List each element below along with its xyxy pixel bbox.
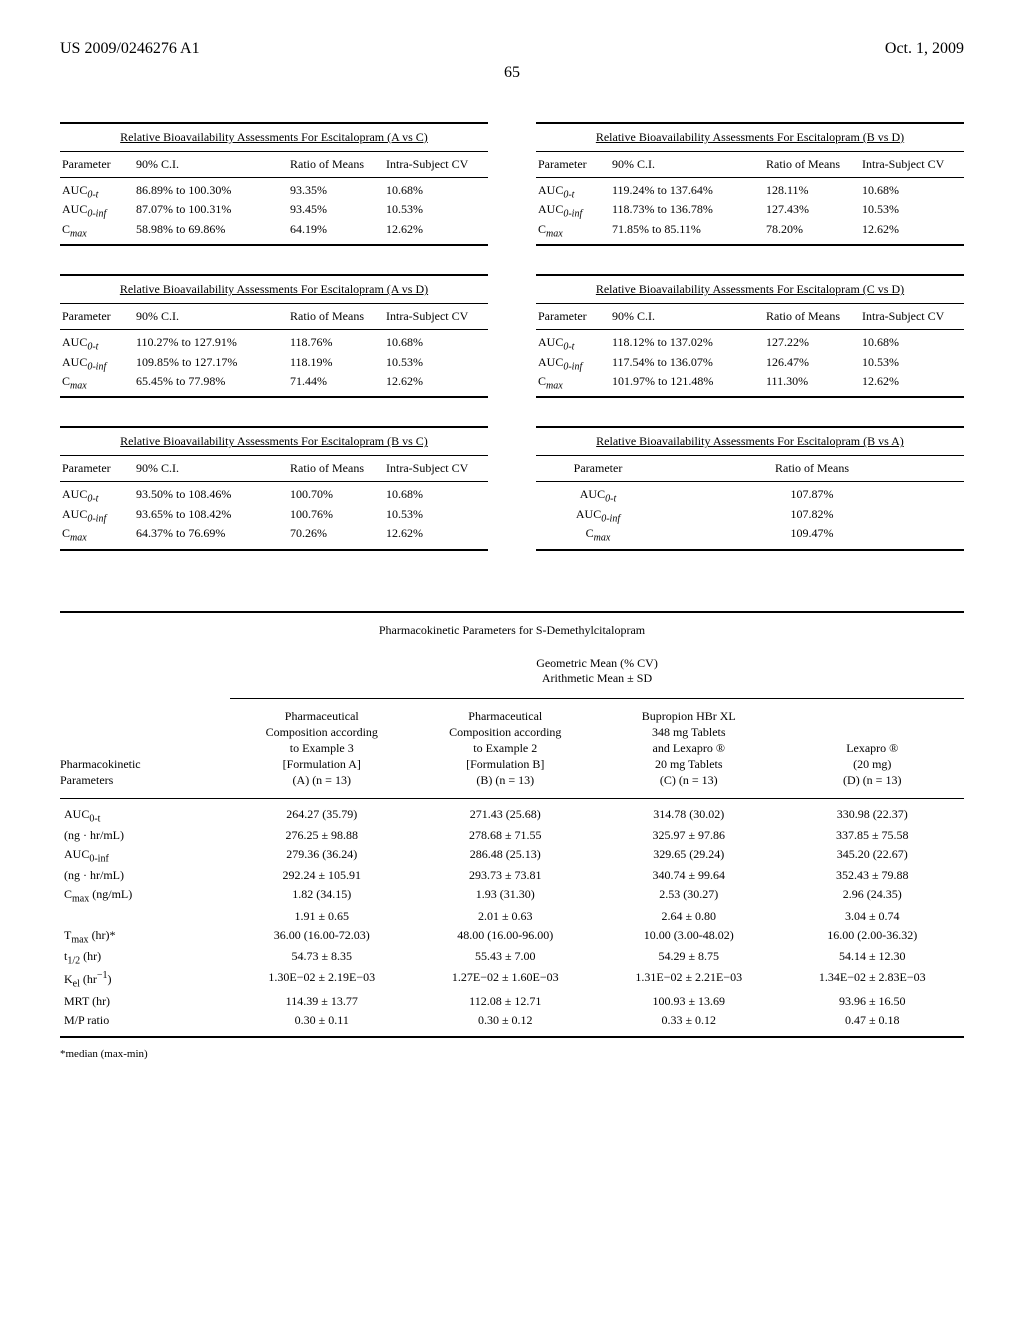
page-header: US 2009/0246276 A1 Oct. 1, 2009	[60, 40, 964, 58]
table-header-row: Parameter90% C.I.Ratio of MeansIntra-Sub…	[536, 151, 964, 178]
table-header-row: Parameter90% C.I.Ratio of MeansIntra-Sub…	[60, 455, 488, 482]
pk-col-head: Lexapro ®(20 mg)(D) (n = 13)	[781, 709, 965, 788]
table-row: AUC0-inf279.36 (36.24)286.48 (25.13)329.…	[60, 845, 964, 866]
bio-table-avd: Relative Bioavailability Assessments For…	[60, 274, 488, 398]
bio-table-cvd: Relative Bioavailability Assessments For…	[536, 274, 964, 398]
table-row: AUC0-t93.50% to 108.46%100.70%10.68%	[60, 486, 488, 505]
table-caption: Relative Bioavailability Assessments For…	[536, 124, 964, 151]
table-header-row: Parameter90% C.I.Ratio of MeansIntra-Sub…	[60, 303, 488, 330]
table-caption: Relative Bioavailability Assessments For…	[536, 428, 964, 455]
table-row: AUC0-t119.24% to 137.64%128.11%10.68%	[536, 182, 964, 201]
table-row: 1.91 ± 0.652.01 ± 0.632.64 ± 0.803.04 ± …	[60, 907, 964, 926]
table-caption: Relative Bioavailability Assessments For…	[60, 276, 488, 303]
pk-body: AUC0-t264.27 (35.79)271.43 (25.68)314.78…	[60, 799, 964, 1036]
pk-subhead: Geometric Mean (% CV) Arithmetic Mean ± …	[230, 656, 964, 699]
doc-number: US 2009/0246276 A1	[60, 40, 200, 58]
table-row: AUC0-inf117.54% to 136.07%126.47%10.53%	[536, 354, 964, 373]
table-row: Cmax58.98% to 69.86%64.19%12.62%	[60, 221, 488, 240]
table-row: (ng · hr/mL)276.25 ± 98.88278.68 ± 71.55…	[60, 826, 964, 845]
table-row: Cmax65.45% to 77.98%71.44%12.62%	[60, 373, 488, 392]
table-row: Cmax101.97% to 121.48%111.30%12.62%	[536, 373, 964, 392]
table-header-row: Parameter90% C.I.Ratio of MeansIntra-Sub…	[536, 303, 964, 330]
pk-caption: Pharmacokinetic Parameters for S-Demethy…	[60, 613, 964, 656]
bio-table-avc: Relative Bioavailability Assessments For…	[60, 122, 488, 246]
doc-date: Oct. 1, 2009	[885, 40, 964, 58]
table-row: AUC0-inf93.65% to 108.42%100.76%10.53%	[60, 506, 488, 525]
table-row: AUC0-t110.27% to 127.91%118.76%10.68%	[60, 334, 488, 353]
table-header-row: Parameter90% C.I.Ratio of MeansIntra-Sub…	[60, 151, 488, 178]
bio-table-bvc: Relative Bioavailability Assessments For…	[60, 426, 488, 550]
table-row: AUC0-t264.27 (35.79)271.43 (25.68)314.78…	[60, 805, 964, 826]
table-row: Cmax64.37% to 76.69%70.26%12.62%	[60, 525, 488, 544]
table-row: AUC0-inf118.73% to 136.78%127.43%10.53%	[536, 201, 964, 220]
pk-col-head: PharmaceuticalComposition accordingto Ex…	[230, 709, 414, 788]
table-row: AUC0-inf109.85% to 127.17%118.19%10.53%	[60, 354, 488, 373]
table-caption: Relative Bioavailability Assessments For…	[536, 276, 964, 303]
table-row: AUC0-t107.87%	[536, 486, 964, 505]
table-caption: Relative Bioavailability Assessments For…	[60, 124, 488, 151]
table-row: (ng · hr/mL)292.24 ± 105.91293.73 ± 73.8…	[60, 866, 964, 885]
table-row: M/P ratio0.30 ± 0.110.30 ± 0.120.33 ± 0.…	[60, 1011, 964, 1030]
table-row: AUC0-t118.12% to 137.02%127.22%10.68%	[536, 334, 964, 353]
table-caption: Relative Bioavailability Assessments For…	[60, 428, 488, 455]
table-row: t1/2 (hr)54.73 ± 8.3555.43 ± 7.0054.29 ±…	[60, 947, 964, 968]
pk-table: Pharmacokinetic Parameters for S-Demethy…	[60, 611, 964, 1038]
pk-col-head: Bupropion HBr XL348 mg Tabletsand Lexapr…	[597, 709, 781, 788]
table-row: Kel (hr−1)1.30E−02 ± 2.19E−031.27E−02 ± …	[60, 968, 964, 991]
page-number: 65	[60, 64, 964, 82]
table-row: MRT (hr)114.39 ± 13.77112.08 ± 12.71100.…	[60, 992, 964, 1011]
bio-table-bva: Relative Bioavailability Assessments For…	[536, 426, 964, 550]
table-row: Tmax (hr)*36.00 (16.00-72.03)48.00 (16.0…	[60, 926, 964, 947]
pk-column-headers: PharmacokineticParametersPharmaceuticalC…	[60, 699, 964, 799]
pk-footnote: *median (max-min)	[60, 1048, 964, 1060]
pk-col-head: PharmaceuticalComposition accordingto Ex…	[414, 709, 598, 788]
table-header-row: ParameterRatio of Means	[536, 455, 964, 482]
table-row: AUC0-inf87.07% to 100.31%93.45%10.53%	[60, 201, 488, 220]
table-row: AUC0-inf107.82%	[536, 506, 964, 525]
table-row: Cmax71.85% to 85.11%78.20%12.62%	[536, 221, 964, 240]
bio-table-bvd: Relative Bioavailability Assessments For…	[536, 122, 964, 246]
table-row: Cmax109.47%	[536, 525, 964, 544]
table-row: Cmax (ng/mL)1.82 (34.15)1.93 (31.30)2.53…	[60, 885, 964, 906]
table-row: AUC0-t86.89% to 100.30%93.35%10.68%	[60, 182, 488, 201]
